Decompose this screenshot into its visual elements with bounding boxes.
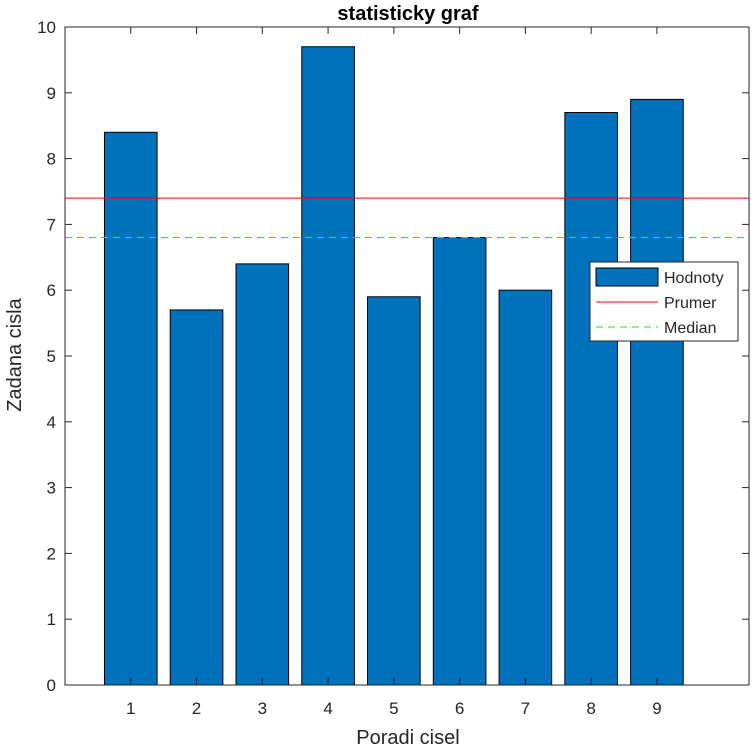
bar-4: [301, 46, 355, 686]
bar-7: [498, 289, 553, 686]
bar-5: [367, 296, 421, 686]
y-tick-label: 6: [47, 281, 56, 300]
chart-title: statisticky graf: [337, 3, 479, 25]
bar-6: [432, 237, 487, 686]
y-tick-label: 2: [47, 544, 56, 563]
y-tick-label: 5: [47, 347, 56, 366]
x-axis-label: Poradi cisel: [356, 727, 459, 748]
x-tick-label: 8: [586, 699, 595, 718]
bar-2: [169, 309, 224, 686]
y-tick-label: 3: [47, 479, 56, 498]
legend-swatch-hodnoty: [595, 267, 659, 287]
x-tick-label: 3: [258, 699, 267, 718]
y-tick-label: 1: [47, 610, 56, 629]
x-tick-label: 2: [192, 699, 201, 718]
legend: Hodnoty Prumer Median: [589, 261, 739, 342]
y-tick-label: 9: [47, 84, 56, 103]
x-tick-label: 4: [323, 699, 332, 718]
x-tick-label: 5: [389, 699, 398, 718]
legend-label-hodnoty: Hodnoty: [664, 270, 724, 287]
y-tick-label: 4: [47, 413, 56, 432]
legend-label-prumer: Prumer: [664, 295, 717, 312]
bar-1: [103, 131, 158, 686]
y-tick-label: 10: [37, 18, 56, 37]
y-tick-label: 8: [47, 150, 56, 169]
x-tick-label: 9: [652, 699, 661, 718]
x-tick-label: 7: [521, 699, 530, 718]
y-tick-label: 0: [47, 676, 56, 695]
bar-3: [235, 263, 290, 686]
y-tick-label: 7: [47, 215, 56, 234]
bar-9: [630, 98, 684, 686]
y-axis-label: Zadana cisla: [4, 297, 26, 411]
plot-area: 0 1 2 3 4 5 6 7 8 9 10 1 2 3 4 5 6 7 8 9: [37, 18, 750, 718]
legend-label-median: Median: [664, 320, 716, 337]
x-tick-label: 6: [455, 699, 464, 718]
x-tick-label: 1: [126, 699, 135, 718]
bar-8: [564, 112, 618, 686]
